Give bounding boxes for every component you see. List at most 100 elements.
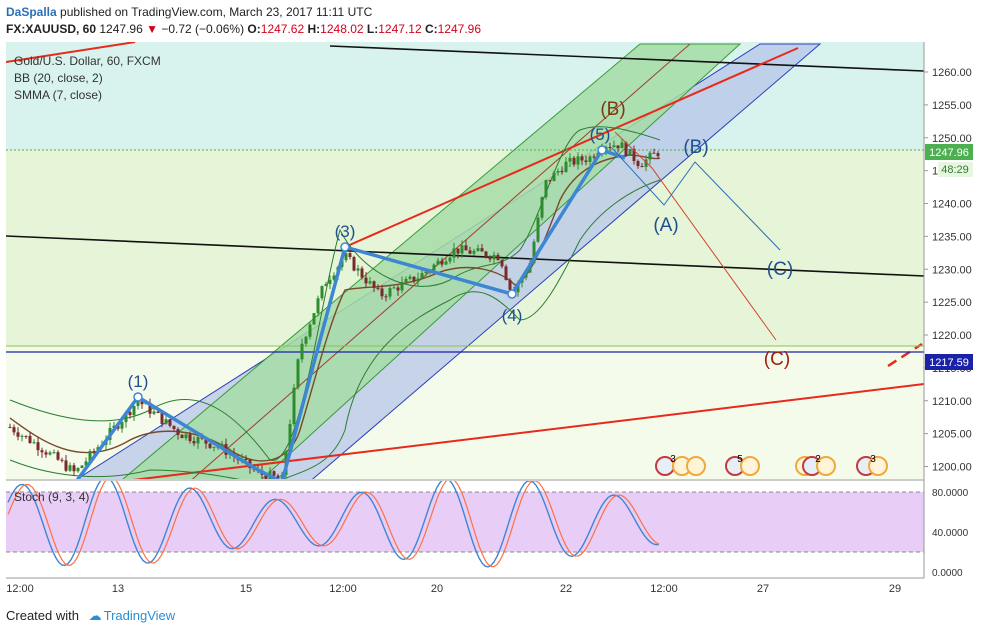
candle-body xyxy=(408,276,412,279)
candle-body xyxy=(580,156,584,161)
time-tick-label: 13 xyxy=(112,583,124,595)
candle-body xyxy=(464,245,468,251)
candle-body xyxy=(172,425,176,430)
wave-5-handle[interactable] xyxy=(597,145,607,155)
candle-body xyxy=(440,260,444,265)
candle-body xyxy=(400,282,404,291)
event-count: 3 xyxy=(670,454,676,465)
high-value: 1248.02 xyxy=(320,22,364,36)
event-count: 5 xyxy=(737,454,743,465)
candle-body xyxy=(652,152,656,154)
candle-body xyxy=(448,257,452,262)
candle-body xyxy=(296,359,300,388)
candle-body xyxy=(124,412,128,423)
inner-channel[interactable] xyxy=(110,43,742,490)
candle-body xyxy=(488,256,492,260)
candle-body xyxy=(620,142,624,149)
red-abc-projection[interactable] xyxy=(614,131,777,341)
ohlc-line: FX:XAUUSD, 60 1247.96 ▼ −0.72 (−0.06%) O… xyxy=(6,22,481,36)
wave-3-handle[interactable] xyxy=(340,242,350,252)
stoch-axis[interactable]: 80.0000 40.0000 0.0000 xyxy=(932,488,969,579)
red-trendline-lower[interactable] xyxy=(100,383,924,484)
candle-body xyxy=(352,257,356,271)
red-dashed-projection[interactable] xyxy=(887,342,923,368)
low-value: 1247.12 xyxy=(378,22,422,36)
candle-body xyxy=(344,253,348,261)
candle-body xyxy=(188,434,192,442)
candle-body xyxy=(52,452,56,454)
price-axis[interactable]: 1260.001255.001250.001245.001240.001235.… xyxy=(924,67,972,474)
candle-body xyxy=(88,451,92,462)
time-tick-label: 12:00 xyxy=(329,583,357,595)
black-trendline-middle[interactable] xyxy=(6,235,924,277)
wave-1-handle[interactable] xyxy=(133,392,143,402)
candle-body xyxy=(404,278,408,283)
candle-body xyxy=(412,276,416,282)
event-icon[interactable] xyxy=(816,456,836,476)
event-flags-group[interactable]: 3 5 2 3 xyxy=(655,454,888,476)
candle-body xyxy=(264,474,268,479)
tradingview-logo-icon: ☁ xyxy=(88,608,102,623)
countdown-badge-text: 48:29 xyxy=(941,164,969,176)
wave-4-handle[interactable] xyxy=(507,289,517,299)
author-name[interactable]: DaSpalla xyxy=(6,5,57,19)
candle-body xyxy=(204,438,208,444)
black-trendline-top[interactable] xyxy=(329,45,924,72)
candle-body xyxy=(276,475,280,479)
time-tick-label: 29 xyxy=(889,583,901,595)
legend-bb: BB (20, close, 2) xyxy=(14,71,103,85)
candle-body xyxy=(292,387,296,425)
blue-abc-projection[interactable] xyxy=(611,147,781,251)
time-axis[interactable]: 12:00 13 15 12:00 20 22 12:00 27 29 xyxy=(6,583,901,595)
candle-body xyxy=(304,336,308,344)
candle-body xyxy=(568,157,572,162)
candle-body xyxy=(156,411,160,413)
candle-body xyxy=(532,241,536,264)
candle-body xyxy=(632,148,636,162)
time-tick-label: 12:00 xyxy=(650,583,678,595)
candle-body xyxy=(40,450,44,453)
chart-header: DaSpalla published on TradingView.com, M… xyxy=(0,0,982,40)
candle-body xyxy=(472,250,476,254)
price-tick-label: 1225.00 xyxy=(932,297,972,309)
legend-stoch: Stoch (9, 3, 4) xyxy=(14,490,89,504)
candle-body xyxy=(576,156,580,165)
legend-smma: SMMA (7, close) xyxy=(14,88,102,102)
close-label: C: xyxy=(424,22,438,36)
candle-body xyxy=(32,442,36,444)
price-tick-label: 1230.00 xyxy=(932,264,972,276)
candle-body xyxy=(36,442,40,451)
event-icon[interactable] xyxy=(868,456,888,476)
candle-body xyxy=(612,145,616,148)
event-icon[interactable] xyxy=(740,456,760,476)
price-tick-label: 1240.00 xyxy=(932,199,972,211)
candle-body xyxy=(44,452,48,455)
candle-body xyxy=(140,401,144,405)
candle-body xyxy=(372,281,376,288)
candle-body xyxy=(656,153,660,157)
tradingview-link[interactable]: TradingView xyxy=(103,608,176,623)
price-tick-label: 1260.00 xyxy=(932,67,972,79)
time-tick-label: 20 xyxy=(431,583,443,595)
candle-body xyxy=(560,170,564,173)
price-tick-label: 1220.00 xyxy=(932,330,972,342)
stoch-tick-label: 80.0000 xyxy=(932,488,969,499)
candle-body xyxy=(356,268,360,271)
candle-body xyxy=(84,461,88,466)
down-arrow-icon: ▼ xyxy=(146,22,158,36)
candle-body xyxy=(368,281,372,284)
level-badge xyxy=(925,354,973,370)
high-label: H: xyxy=(307,22,321,36)
candle-body xyxy=(584,160,588,162)
red-trendline-topleft[interactable] xyxy=(6,42,136,63)
red-trendline-upper[interactable] xyxy=(344,47,799,248)
elliott-wave-path[interactable] xyxy=(70,148,626,490)
candle-body xyxy=(396,287,400,291)
candle-body xyxy=(160,412,164,424)
candle-body xyxy=(628,148,632,156)
candle-body xyxy=(68,465,72,471)
event-icon[interactable] xyxy=(686,456,706,476)
candle-body xyxy=(476,248,480,251)
open-label: O: xyxy=(247,22,261,36)
